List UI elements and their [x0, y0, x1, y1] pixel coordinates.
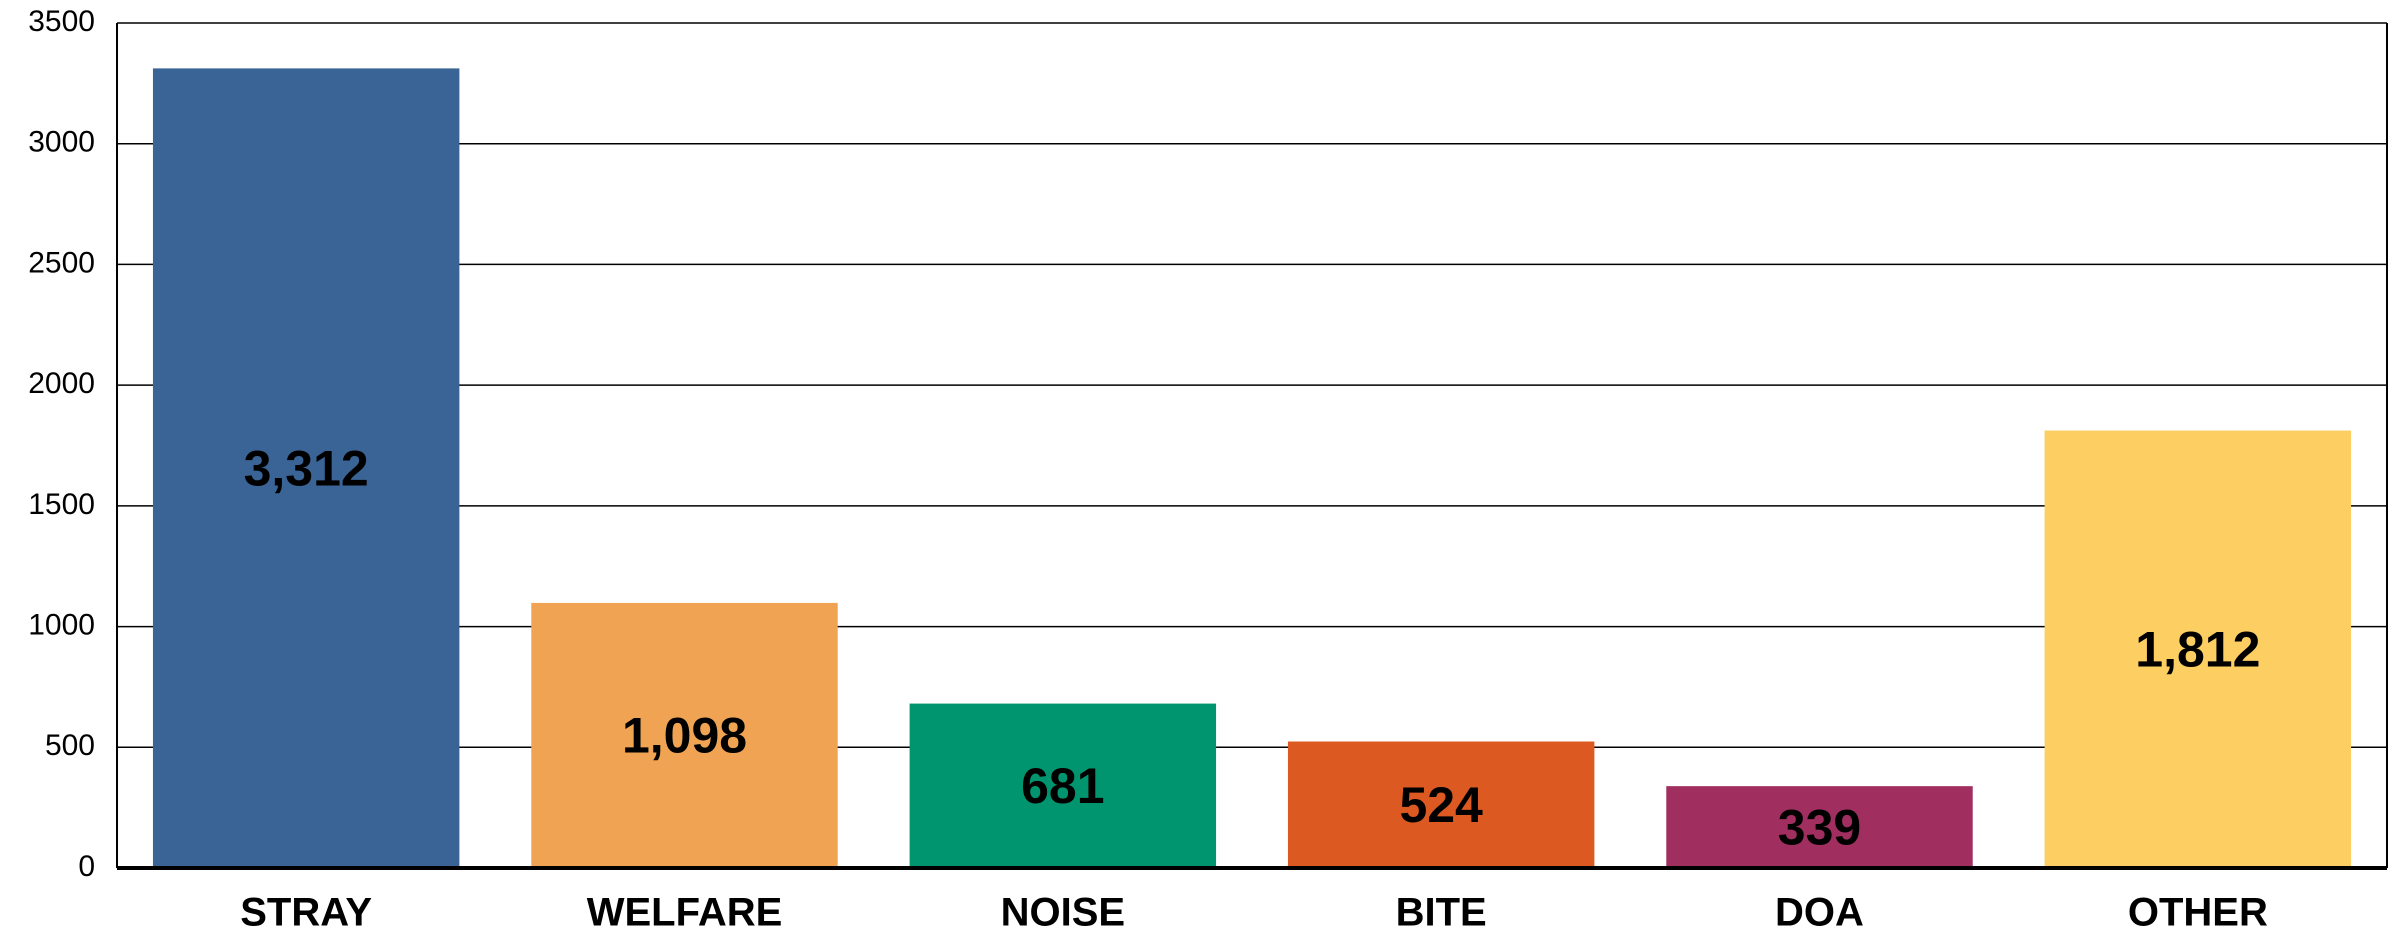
x-tick-label: WELFARE — [587, 891, 783, 935]
y-tick-label: 3500 — [28, 5, 95, 38]
x-tick-label: STRAY — [240, 891, 372, 935]
value-label: 681 — [1021, 758, 1104, 814]
value-label: 524 — [1399, 777, 1483, 833]
y-tick-label: 2000 — [28, 367, 95, 400]
y-tick-label: 3000 — [28, 126, 95, 159]
value-label: 339 — [1778, 799, 1861, 855]
bar — [909, 703, 1217, 868]
value-label: 1,812 — [2135, 621, 2260, 677]
x-tick-label: BITE — [1396, 891, 1487, 935]
x-tick-label: NOISE — [1001, 891, 1125, 935]
y-tick-label: 2500 — [28, 246, 95, 279]
value-label: 1,098 — [622, 708, 747, 764]
bar — [152, 68, 460, 869]
y-tick-label: 1000 — [28, 608, 95, 641]
y-tick-label: 500 — [45, 729, 95, 762]
bar — [2044, 430, 2352, 868]
bar — [1666, 786, 1973, 868]
y-tick-label: 1500 — [28, 488, 95, 521]
value-label: 3,312 — [244, 440, 369, 496]
bar — [531, 602, 838, 868]
x-tick-label: DOA — [1775, 891, 1864, 935]
x-tick-label: OTHER — [2128, 891, 2268, 935]
bar — [1287, 741, 1595, 868]
y-tick-label: 0 — [78, 850, 95, 883]
